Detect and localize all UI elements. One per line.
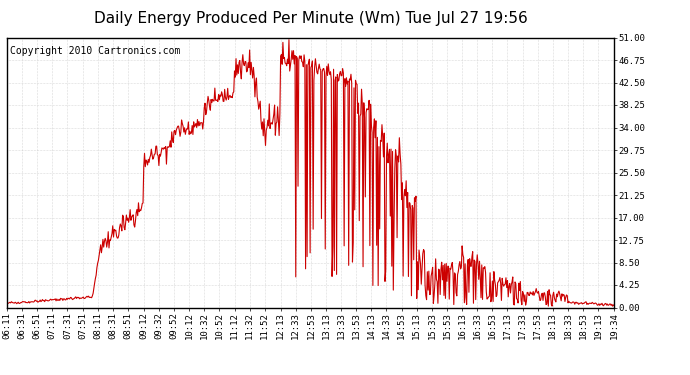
Text: Copyright 2010 Cartronics.com: Copyright 2010 Cartronics.com	[10, 46, 180, 56]
Text: Daily Energy Produced Per Minute (Wm) Tue Jul 27 19:56: Daily Energy Produced Per Minute (Wm) Tu…	[94, 11, 527, 26]
